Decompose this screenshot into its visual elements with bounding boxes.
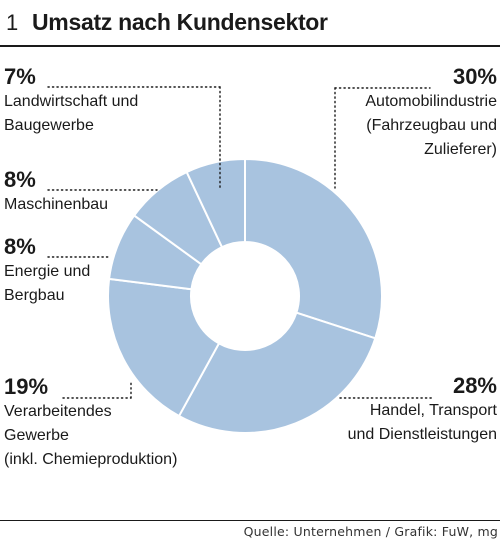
top-rule [0, 45, 500, 47]
chart-title: Umsatz nach Kundensektor [32, 9, 328, 35]
slice-name-1-line-2: (Fahrzeugbau und [366, 117, 497, 134]
donut-slice-3 [107, 277, 221, 418]
slice-name-3-line-1: Verarbeitendes [4, 403, 112, 420]
donut-slice-1 [244, 157, 383, 340]
chart-number: 1 [6, 10, 19, 35]
slice-name-1-line-1: Automobilindustrie [365, 93, 497, 110]
source-note: Quelle: Unternehmen / Grafik: FuW, mg [243, 524, 498, 539]
slice-percent-1: 30% [453, 64, 497, 89]
slice-name-6-line-1: Landwirtschaft und [4, 93, 138, 110]
slice-name-2-line-1: Handel, Transport [370, 402, 498, 419]
slice-name-5-line-1: Maschinenbau [4, 196, 108, 213]
slice-name-3-line-3: (inkl. Chemieproduktion) [4, 451, 177, 468]
donut-slice-6 [185, 157, 246, 249]
slice-name-2-line-2: und Dienstleistungen [348, 426, 497, 443]
slice-name-4-line-1: Energie und [4, 263, 90, 280]
slice-percent-4: 8% [4, 234, 36, 259]
slice-name-3-line-2: Gewerbe [4, 427, 69, 444]
slice-labels: 30% Automobilindustrie (Fahrzeugbau und Zul… [4, 64, 498, 468]
donut-slice-2 [177, 311, 377, 434]
slice-percent-6: 7% [4, 64, 36, 89]
slice-name-4-line-2: Bergbau [4, 287, 65, 304]
slice-percent-5: 8% [4, 167, 36, 192]
slice-name-6-line-2: Baugewerbe [4, 117, 94, 134]
donut-slices [107, 157, 383, 434]
slice-percent-3: 19% [4, 374, 48, 399]
slice-name-1-line-3: Zulieferer) [424, 141, 497, 158]
bottom-rule [0, 520, 500, 521]
chart-header: 1 Umsatz nach Kundensektor [0, 0, 500, 46]
leader-lines [47, 86, 433, 399]
slice-percent-2: 28% [453, 373, 497, 398]
